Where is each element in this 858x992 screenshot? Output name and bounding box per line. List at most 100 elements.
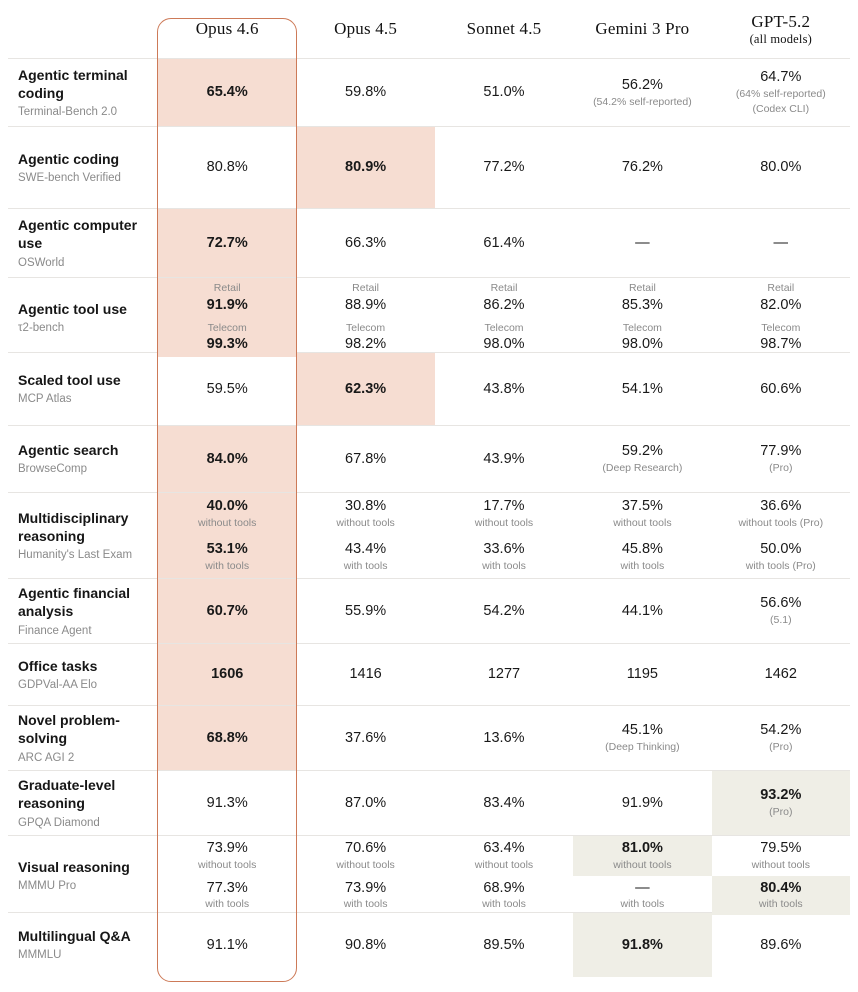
score-cell: 80.9% xyxy=(296,127,435,208)
score-value: 98.2% xyxy=(345,336,387,353)
row-label-cell: Agentic coding SWE-bench Verified xyxy=(8,127,158,208)
score-entry: 60.6% xyxy=(712,353,850,425)
benchmark-name: MCP Atlas xyxy=(18,393,72,406)
score-entry: 36.6% without tools (Pro) xyxy=(712,493,850,536)
score-entry: 93.2% (Pro) xyxy=(712,771,850,835)
table-row: Agentic computer use OSWorld 72.7% 66.3% 61.… xyxy=(8,208,850,277)
benchmark-name: MMMU Pro xyxy=(18,879,77,892)
score-cell: 65.4% xyxy=(158,59,297,126)
column-header: GPT-5.2 (all models) xyxy=(712,0,850,58)
score-cell: Retail 88.9% Telecom 98.2% xyxy=(296,278,434,357)
score-entry: 37.6% xyxy=(296,706,434,770)
score-note: with tools xyxy=(482,559,526,572)
score-entry: 54.2% (Pro) xyxy=(712,706,850,770)
score-cell: 37.5% without tools 45.8% with tools xyxy=(573,493,711,578)
score-entry: 56.6% (5.1) xyxy=(712,579,850,643)
row-label: Multidisciplinary reasoning xyxy=(18,509,129,544)
score-entry: 91.1% xyxy=(158,913,296,977)
table-row: Scaled tool use MCP Atlas 59.5% 62.3% 43.8% 5… xyxy=(8,352,850,425)
score-value: 77.3% xyxy=(206,879,248,896)
table-row: Novel problem-solving ARC AGI 2 68.8% 37.6%… xyxy=(8,705,850,770)
score-value: 89.6% xyxy=(760,936,802,953)
score-entry: 68.8% xyxy=(158,706,296,770)
score-entry: — xyxy=(712,209,850,277)
score-value: 91.8% xyxy=(621,936,663,953)
table-row: Agentic coding SWE-bench Verified 80.8% 80.… xyxy=(8,126,850,208)
score-entry: Telecom 98.2% xyxy=(296,318,434,358)
column-header-label: Sonnet 4.5 xyxy=(466,19,542,39)
score-value: 66.3% xyxy=(345,234,387,251)
score-entry: 72.7% xyxy=(158,209,296,277)
score-note: with tools xyxy=(205,559,250,572)
score-value: 72.7% xyxy=(206,234,248,251)
score-value: 43.9% xyxy=(483,450,525,467)
score-note: with tools xyxy=(620,559,665,572)
score-cell: 30.8% without tools 43.4% with tools xyxy=(296,493,434,578)
table-header: Opus 4.6 Opus 4.5 Sonnet 4.5 Gemini 3 Pro GP… xyxy=(8,0,850,58)
score-value: 99.3% xyxy=(206,336,248,353)
table-row: Agentic tool use τ2-bench Retail 91.9% Telec… xyxy=(8,277,850,358)
row-label-cell: Graduate-level reasoning GPQA Diamond xyxy=(8,771,158,835)
row-label: Office tasks xyxy=(18,657,98,674)
score-cell: 62.3% xyxy=(296,353,435,425)
score-sublabel: Telecom xyxy=(346,321,386,334)
score-cell: 1416 xyxy=(296,644,434,705)
score-value: 51.0% xyxy=(483,84,525,101)
score-value: 40.0% xyxy=(206,498,248,515)
score-value: 45.1% xyxy=(621,722,663,739)
score-entry: 33.6% with tools xyxy=(435,536,573,579)
column-header-label: GPT-5.2 xyxy=(751,11,811,31)
score-sublabel: Retail xyxy=(352,282,380,294)
score-note: without tools xyxy=(336,517,395,530)
score-cell: 89.6% xyxy=(712,913,850,977)
score-value: 53.1% xyxy=(206,540,248,557)
score-value: 54.2% xyxy=(760,722,802,739)
score-note: (Deep Thinking) xyxy=(605,741,680,754)
score-cell: 37.6% xyxy=(296,706,434,770)
score-entry: 87.0% xyxy=(296,771,434,835)
score-value: 86.2% xyxy=(483,296,525,313)
table-row: Office tasks GDPVal-AA Elo 1606 1416 1277 119… xyxy=(8,643,850,705)
row-label: Novel problem-solving xyxy=(18,712,120,747)
score-entry: 1462 xyxy=(712,644,850,705)
benchmark-name: GDPVal-AA Elo xyxy=(18,678,98,691)
score-cell: 91.9% xyxy=(573,771,711,835)
score-entry: Telecom 98.0% xyxy=(573,318,711,358)
table-row: Agentic financial analysis Finance Agent 6… xyxy=(8,578,850,643)
score-entry: 84.0% xyxy=(158,426,296,492)
score-value: 1416 xyxy=(349,666,382,683)
score-entry: — xyxy=(573,209,711,277)
benchmark-name: τ2-bench xyxy=(18,321,65,334)
score-cell: 1462 xyxy=(712,644,850,705)
score-value: 83.4% xyxy=(483,794,525,811)
score-cell: 1606 xyxy=(158,644,297,705)
score-value: 80.8% xyxy=(206,159,248,176)
row-label: Agentic terminal coding xyxy=(18,66,128,101)
row-label: Agentic computer use xyxy=(18,217,138,252)
score-entry: 43.4% with tools xyxy=(296,536,434,579)
benchmark-name: ARC AGI 2 xyxy=(18,751,75,764)
score-entry: 63.4% without tools xyxy=(435,836,573,876)
score-entry: 1277 xyxy=(435,644,573,705)
score-value: 55.9% xyxy=(345,602,387,619)
score-entry: Retail 82.0% xyxy=(712,278,850,318)
score-entry: 60.7% xyxy=(158,579,296,643)
score-entry: 30.8% without tools xyxy=(296,493,434,536)
column-header: Gemini 3 Pro xyxy=(573,0,711,58)
score-entry: 91.3% xyxy=(158,771,296,835)
score-value: 88.9% xyxy=(345,296,387,313)
score-value: 63.4% xyxy=(483,840,525,856)
score-note: without tools xyxy=(751,858,810,871)
score-value: 59.8% xyxy=(345,84,387,101)
score-cell: 70.6% without tools 73.9% with tools xyxy=(296,836,434,915)
score-cell: — xyxy=(573,209,711,277)
score-sublabel: Telecom xyxy=(207,321,247,334)
score-cell: 60.7% xyxy=(158,579,297,643)
score-value: 33.6% xyxy=(483,540,525,557)
row-label-cell: Agentic terminal coding Terminal-Bench 2.… xyxy=(8,59,158,126)
score-cell: 45.1% (Deep Thinking) xyxy=(573,706,711,770)
score-value: 54.1% xyxy=(621,380,663,397)
score-value: 80.9% xyxy=(345,159,387,176)
score-value: 67.8% xyxy=(345,450,387,467)
score-cell: 72.7% xyxy=(158,209,297,277)
